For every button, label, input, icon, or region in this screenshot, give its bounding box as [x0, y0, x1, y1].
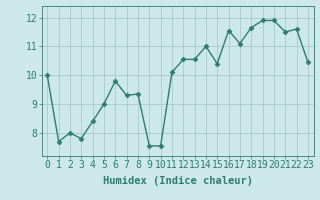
X-axis label: Humidex (Indice chaleur): Humidex (Indice chaleur)	[103, 176, 252, 186]
